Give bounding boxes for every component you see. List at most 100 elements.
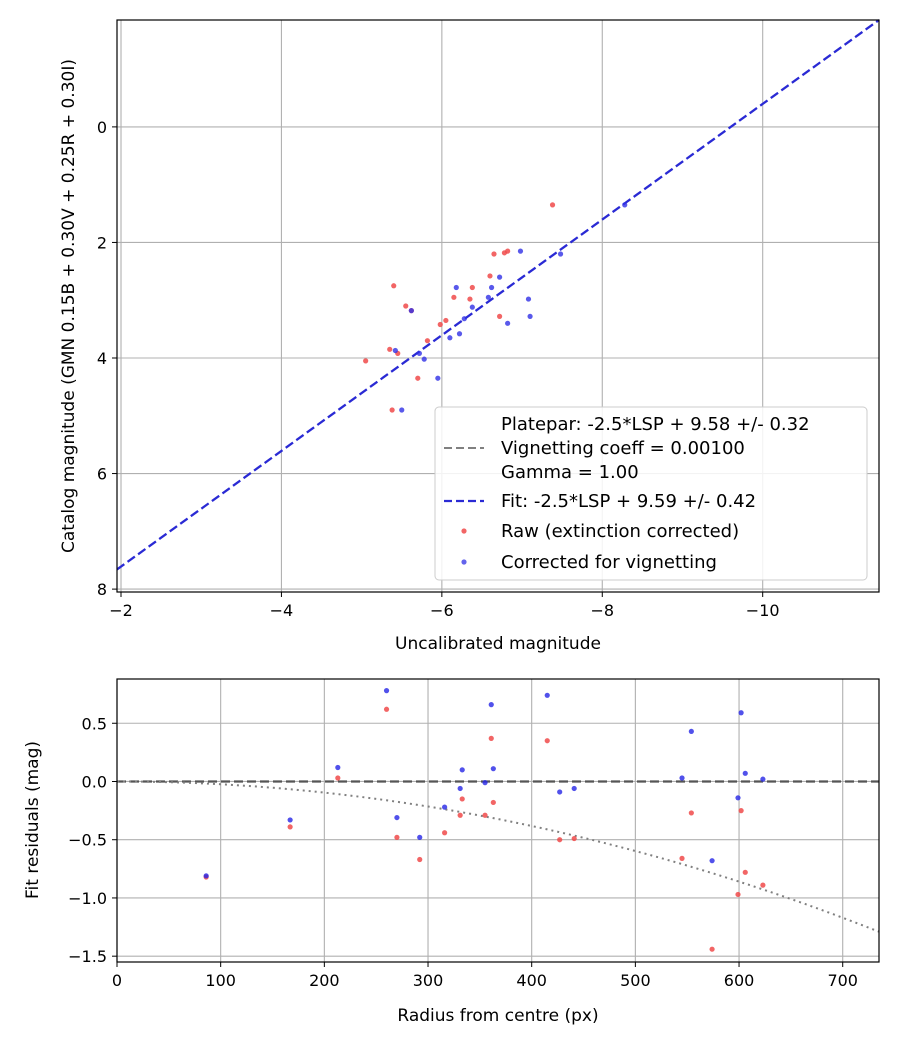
- corrected-data-point: [399, 407, 405, 413]
- raw-data-point: [415, 375, 421, 381]
- corrected-data-point: [203, 873, 209, 879]
- corrected-data-point: [335, 764, 341, 771]
- legend-platepar: Platepar: -2.5*LSP + 9.58 +/- 0.32: [501, 414, 810, 435]
- legend-corrected: Corrected for vignetting: [501, 552, 717, 573]
- corrected-data-point: [442, 804, 448, 810]
- raw-data-point: [389, 407, 395, 413]
- corrected-data-point: [488, 702, 494, 708]
- y-tick-label: −0.5: [68, 831, 107, 850]
- raw-data-point: [571, 835, 577, 842]
- raw-data-point: [383, 706, 390, 712]
- corrected-data-point: [457, 785, 463, 792]
- corrected-data-point: [688, 728, 694, 735]
- legend-raw-marker: [461, 528, 467, 534]
- corrected-data-point: [760, 776, 766, 782]
- y-tick-label: 0: [97, 118, 107, 137]
- legend-fit: Fit: -2.5*LSP + 9.59 +/- 0.42: [501, 491, 756, 512]
- raw-data-point: [287, 824, 293, 830]
- corrected-data-point: [435, 375, 441, 381]
- corrected-data-point: [490, 766, 496, 772]
- top-plot-frame: [116, 19, 880, 593]
- corrected-data-point: [421, 356, 427, 362]
- raw-data-point: [394, 834, 400, 840]
- corrected-data-point: [557, 251, 564, 257]
- x-tick-label: −8: [590, 601, 614, 620]
- legend-corrected-marker: [461, 559, 467, 565]
- raw-data-point: [335, 775, 341, 781]
- top-lines: [116, 19, 880, 571]
- corrected-data-point: [392, 347, 398, 354]
- corrected-data-point: [738, 710, 744, 716]
- top-x-ticks: −2 −4 −6 −8 −10: [109, 592, 780, 620]
- y-tick-label: 4: [97, 349, 107, 368]
- corrected-data-point: [735, 795, 741, 801]
- corrected-data-point: [622, 202, 628, 208]
- raw-data-point: [451, 294, 457, 300]
- x-tick-label: 500: [620, 971, 651, 990]
- corrected-data-point: [488, 284, 495, 291]
- corrected-data-point: [742, 770, 748, 776]
- raw-data-point: [437, 321, 443, 328]
- corrected-data-point: [517, 248, 524, 254]
- raw-data-point: [457, 812, 463, 818]
- raw-data-point: [709, 946, 715, 952]
- raw-data-point: [442, 830, 448, 836]
- raw-data-point: [469, 284, 475, 291]
- raw-data-point: [487, 273, 493, 279]
- corrected-data-point: [497, 274, 503, 280]
- x-tick-label: 0: [112, 971, 122, 990]
- corrected-data-point: [709, 858, 715, 864]
- raw-data-point: [760, 882, 766, 888]
- corrected-data-point: [456, 331, 463, 337]
- raw-data-point: [403, 303, 409, 309]
- corrected-data-point: [557, 789, 563, 795]
- corrected-data-point: [505, 320, 511, 326]
- corrected-data-point: [485, 294, 491, 300]
- raw-data-point: [443, 317, 449, 324]
- x-tick-label: −2: [109, 601, 133, 620]
- bottom-lines: [117, 780, 880, 933]
- x-tick-label: 400: [516, 971, 547, 990]
- y-tick-label: −1.0: [68, 889, 107, 908]
- raw-data-point: [490, 799, 496, 806]
- corrected-data-point: [571, 785, 577, 792]
- bottom-plot: 0 100 200 300 400 500 600 700 −1.5 −1.0 −0.5 0.0 0.…: [23, 678, 880, 1026]
- bottom-x-axis-label: Radius from centre (px): [397, 1006, 598, 1026]
- fit-line: [116, 19, 880, 571]
- corrected-data-point: [469, 304, 475, 310]
- x-tick-label: 600: [724, 971, 755, 990]
- corrected-data-point: [447, 335, 453, 341]
- y-tick-label: 8: [97, 580, 107, 599]
- raw-data-point: [417, 856, 423, 863]
- corrected-data-point: [527, 313, 533, 319]
- corrected-data-point: [525, 296, 532, 302]
- corrected-data-point: [482, 780, 488, 786]
- bottom-y-axis-label: Fit residuals (mag): [23, 741, 43, 899]
- raw-data-point: [544, 738, 550, 744]
- y-tick-label: 2: [97, 233, 107, 252]
- corrected-data-point: [416, 350, 422, 356]
- top-plot: −2 −4 −6 −8 −10 0 2 4 6 8 Uncalibrated magnitude…: [59, 19, 880, 654]
- raw-data-point: [391, 283, 397, 289]
- raw-data-point: [363, 358, 369, 364]
- legend-box: [434, 406, 868, 581]
- bottom-plot-frame: [116, 678, 880, 963]
- x-tick-label: 100: [205, 971, 236, 990]
- corrected-data-point: [453, 284, 459, 291]
- corrected-data-point: [287, 817, 293, 823]
- raw-data-point: [482, 812, 488, 818]
- top-points: [363, 202, 628, 413]
- legend-raw: Raw (extinction corrected): [501, 521, 739, 542]
- corrected-data-point: [394, 814, 400, 821]
- y-tick-label: −1.5: [68, 947, 107, 966]
- raw-data-point: [459, 796, 465, 802]
- raw-data-point: [387, 346, 393, 352]
- raw-data-point: [688, 810, 694, 816]
- raw-data-point: [738, 808, 744, 814]
- top-y-axis-label: Catalog magnitude (GMN 0.15B + 0.30V + 0…: [59, 59, 79, 553]
- raw-data-point: [505, 248, 511, 254]
- raw-data-point: [497, 313, 503, 319]
- x-tick-label: 300: [413, 971, 444, 990]
- raw-data-point: [679, 855, 685, 861]
